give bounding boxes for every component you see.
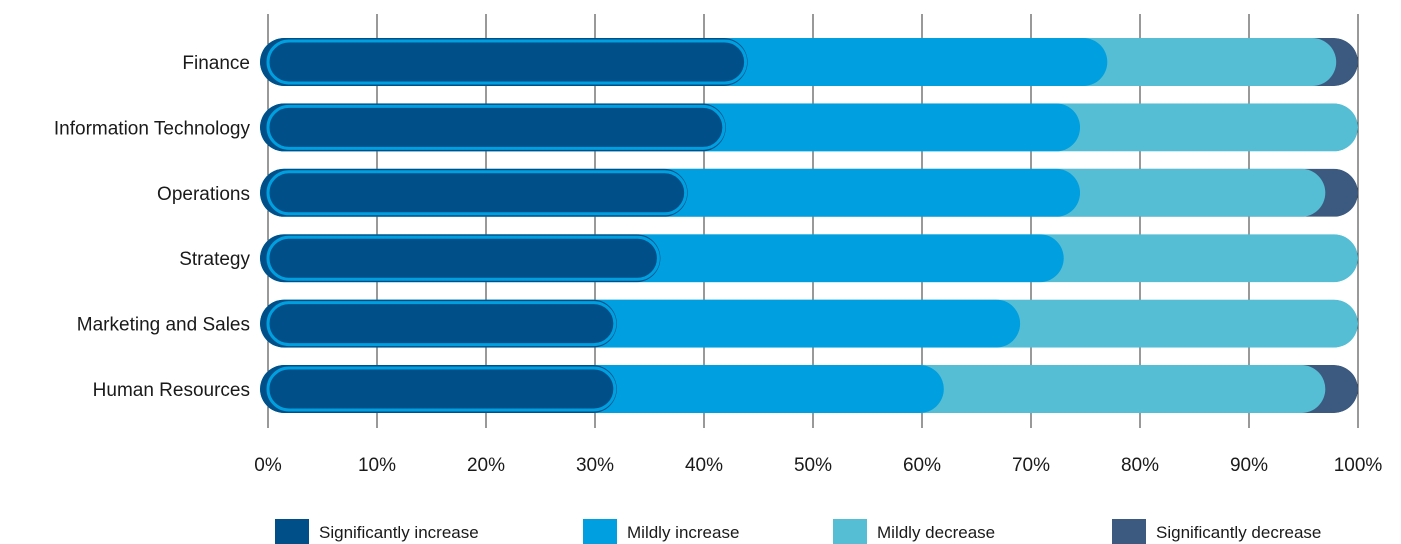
x-tick-label: 40% (685, 455, 723, 476)
category-label: Information Technology (54, 118, 251, 139)
x-tick-label: 60% (903, 455, 941, 476)
category-label: Strategy (179, 249, 250, 270)
legend: Significantly increase Mildly increase Mil… (275, 519, 1321, 544)
x-tick-label: 10% (358, 455, 396, 476)
category-labels: Finance Information Technology Operations S… (54, 53, 251, 401)
bar-segment-outline (266, 170, 688, 216)
x-tick-label: 0% (254, 455, 282, 476)
legend-label: Significantly decrease (1156, 523, 1321, 542)
x-tick-label: 80% (1121, 455, 1159, 476)
category-label: Finance (182, 53, 250, 74)
bar-segment-outline (266, 235, 660, 281)
category-label: Marketing and Sales (77, 315, 250, 336)
x-axis-tick-labels: 0% 10% 20% 30% 40% 50% 60% 70% 80% 90% 100% (254, 455, 1382, 476)
legend-swatch (1112, 519, 1146, 544)
x-tick-label: 30% (576, 455, 614, 476)
bar-segment-outline (266, 301, 617, 347)
category-label: Operations (157, 184, 250, 205)
legend-swatch (583, 519, 617, 544)
x-tick-label: 100% (1334, 455, 1383, 476)
x-tick-label: 90% (1230, 455, 1268, 476)
legend-label: Significantly increase (319, 523, 479, 542)
category-label: Human Resources (93, 380, 250, 401)
legend-label: Mildly increase (627, 523, 739, 542)
legend-swatch (275, 519, 309, 544)
legend-swatch (833, 519, 867, 544)
legend-label: Mildly decrease (877, 523, 995, 542)
bars (260, 38, 1358, 413)
x-tick-label: 70% (1012, 455, 1050, 476)
bar-segment-outline (266, 366, 617, 412)
x-tick-label: 50% (794, 455, 832, 476)
x-tick-label: 20% (467, 455, 505, 476)
bar-segment-outline (266, 39, 748, 85)
bar-segment-outline (266, 104, 726, 150)
